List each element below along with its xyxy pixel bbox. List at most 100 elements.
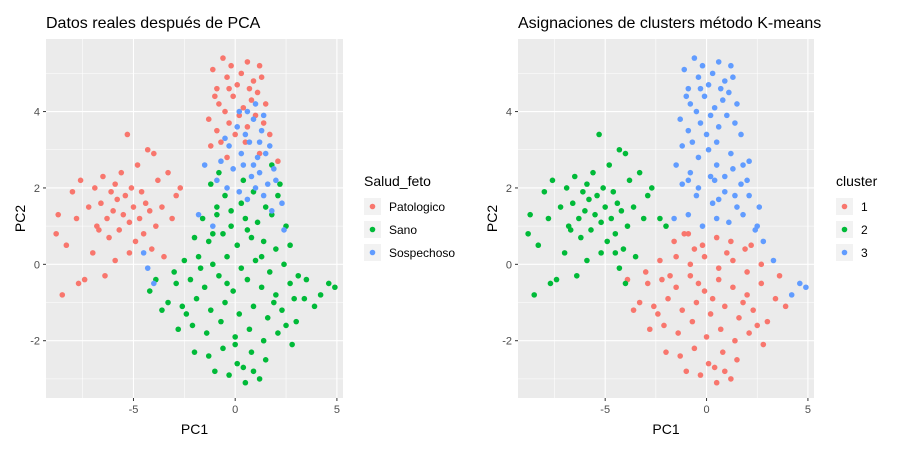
data-point	[719, 349, 726, 355]
data-point	[596, 131, 602, 138]
x-tick-label: 0	[232, 404, 238, 416]
y-tick-label: 4	[34, 107, 40, 119]
data-point	[695, 74, 702, 80]
data-point	[224, 185, 230, 191]
data-point	[644, 192, 651, 199]
data-point	[685, 177, 692, 184]
data-point	[604, 238, 611, 245]
data-point	[693, 299, 700, 306]
data-point	[214, 211, 220, 218]
y-axis-ticks: -2 0 2 4	[502, 107, 518, 348]
y-tick-label: 0	[34, 259, 40, 271]
y-axis-title: PC2	[484, 205, 500, 232]
data-point	[576, 215, 582, 222]
data-point	[173, 280, 179, 287]
data-point	[179, 303, 186, 310]
data-point	[598, 219, 604, 226]
data-point	[756, 204, 763, 210]
data-point	[584, 181, 590, 187]
data-point	[600, 185, 606, 191]
data-point	[730, 74, 736, 80]
legend-label: 1	[861, 200, 868, 214]
data-point	[246, 85, 253, 92]
data-point	[126, 219, 133, 226]
y-tick-label: 2	[506, 183, 512, 195]
data-point	[295, 272, 302, 279]
data-point	[622, 150, 629, 157]
data-point	[271, 299, 277, 306]
data-point	[590, 169, 596, 176]
data-point	[59, 292, 66, 298]
data-point	[260, 192, 267, 199]
data-point	[719, 97, 726, 103]
data-point	[234, 124, 241, 130]
data-point	[228, 208, 234, 214]
data-point	[236, 311, 243, 317]
data-point	[269, 208, 275, 214]
data-point	[224, 253, 230, 260]
data-point	[618, 208, 625, 214]
data-point	[697, 85, 704, 92]
data-point	[649, 185, 655, 191]
data-point	[687, 261, 694, 268]
data-point	[758, 280, 765, 287]
data-point	[724, 112, 730, 119]
data-point	[657, 215, 663, 222]
data-point	[266, 131, 273, 138]
data-point	[738, 131, 744, 138]
data-point	[797, 280, 803, 287]
data-point	[746, 158, 752, 165]
data-point	[711, 177, 718, 184]
data-point	[100, 173, 106, 180]
data-point	[588, 227, 594, 233]
data-point	[612, 250, 619, 256]
data-point	[118, 169, 125, 176]
legend-title: cluster	[836, 173, 878, 189]
data-point	[203, 330, 210, 336]
data-point	[207, 143, 214, 149]
x-axis-title: PC1	[181, 421, 208, 437]
legend-swatch	[841, 226, 848, 233]
data-point	[226, 143, 232, 149]
data-point	[657, 257, 663, 264]
data-point	[673, 253, 679, 260]
data-point	[242, 139, 249, 145]
data-point	[232, 334, 238, 340]
data-point	[317, 292, 324, 298]
data-point	[214, 204, 220, 210]
data-point	[667, 272, 673, 279]
data-point	[758, 261, 765, 268]
data-point	[55, 211, 62, 218]
data-point	[216, 272, 222, 279]
legend-label: 3	[861, 246, 868, 260]
data-point	[685, 85, 692, 92]
data-point	[258, 253, 265, 260]
data-point	[226, 120, 232, 126]
data-point	[171, 269, 177, 275]
data-point	[646, 326, 653, 333]
data-point	[594, 192, 600, 199]
data-point	[63, 242, 70, 249]
data-point	[687, 101, 694, 107]
data-point	[85, 204, 92, 210]
data-point	[250, 116, 257, 123]
data-point	[248, 97, 255, 103]
data-point	[651, 303, 657, 310]
data-point	[563, 185, 570, 191]
data-point	[303, 276, 310, 283]
data-point	[293, 318, 300, 325]
data-point	[728, 376, 734, 382]
data-point	[715, 59, 722, 65]
data-point	[212, 93, 218, 100]
data-point	[256, 62, 263, 69]
data-point	[687, 272, 694, 279]
data-point	[803, 284, 809, 291]
data-point	[671, 215, 677, 222]
data-point	[697, 372, 704, 378]
legend-swatch	[369, 226, 376, 233]
data-point	[240, 364, 247, 371]
data-point	[244, 196, 251, 203]
data-point	[707, 112, 714, 119]
data-point	[742, 246, 748, 252]
data-point	[102, 272, 108, 279]
